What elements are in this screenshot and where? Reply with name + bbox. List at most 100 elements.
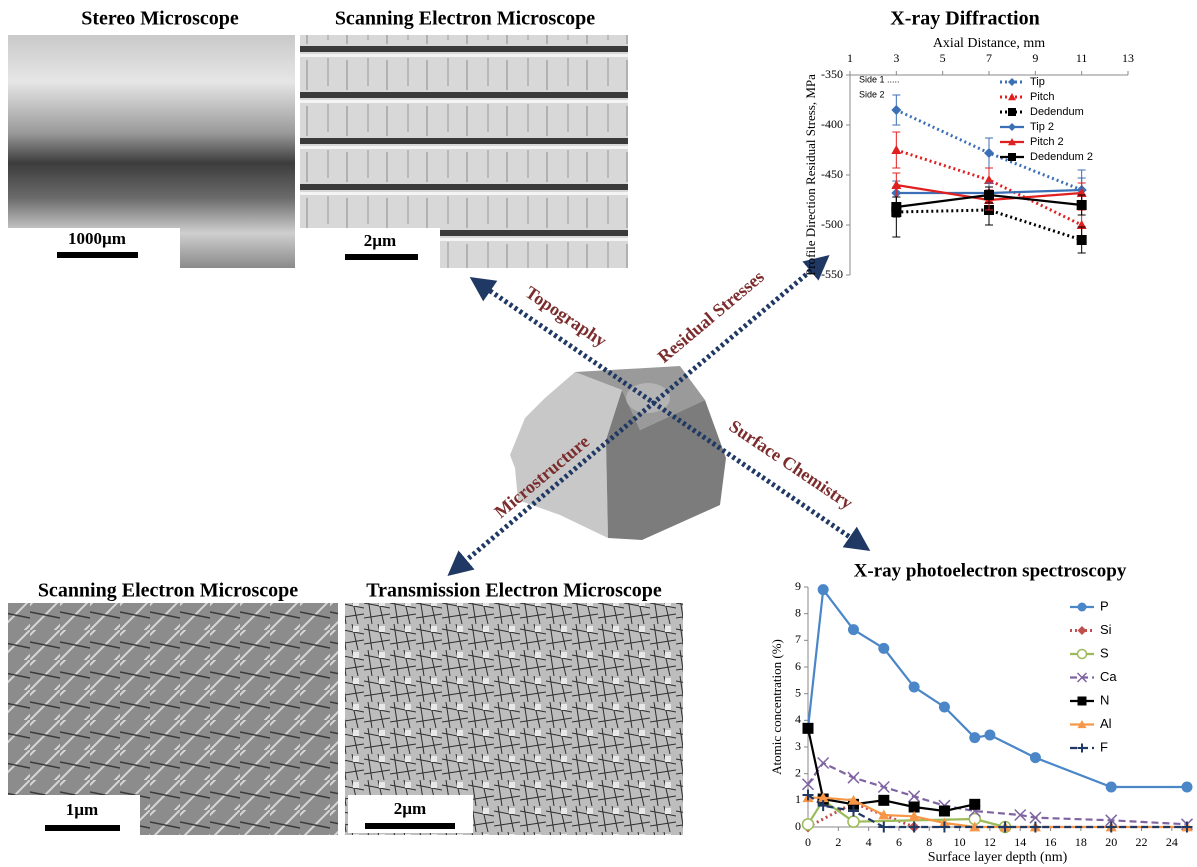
marker [878, 782, 889, 793]
y-tick-label: 4 [795, 712, 801, 726]
panel-title: Stereo Microscope [81, 8, 239, 30]
scale-label: 1µm [66, 800, 98, 819]
marker [1077, 235, 1087, 245]
marker [891, 105, 901, 115]
legend-label: Dedendum 2 [1030, 151, 1093, 163]
marker [878, 822, 889, 833]
marker [891, 202, 901, 212]
series-line [808, 590, 1187, 787]
legend-label: Tip 2 [1030, 121, 1054, 133]
marker [878, 795, 889, 806]
marker [803, 723, 814, 734]
legend-label: Pitch 2 [1030, 136, 1064, 148]
marker [818, 584, 829, 595]
marker [1030, 752, 1041, 763]
marker [1078, 744, 1087, 753]
marker [891, 145, 901, 154]
x-tick-label: 12 [984, 835, 996, 849]
legend-label: Dedendum [1030, 106, 1084, 118]
marker [1008, 78, 1016, 86]
y-tick-label: 8 [795, 605, 801, 619]
legend-label: F [1100, 739, 1108, 754]
x-tick-label: 6 [896, 835, 902, 849]
y-tick-label: -350 [821, 67, 843, 81]
marker [969, 732, 980, 743]
x-tick-label: 4 [866, 835, 872, 849]
marker [1078, 697, 1087, 706]
marker [1077, 200, 1087, 210]
x-tick-label: 22 [1136, 835, 1148, 849]
x-tick-label: 0 [805, 835, 811, 849]
panel-title: Scanning Electron Microscope [335, 8, 595, 30]
marker [909, 682, 920, 693]
scale-bar [365, 823, 455, 829]
panel-title: Scanning Electron Microscope [38, 580, 298, 602]
series-line [808, 763, 1187, 824]
marker [1182, 782, 1193, 793]
y-axis-label: Atomic concentration (%) [769, 639, 784, 775]
marker [1078, 603, 1087, 612]
x-tick-label: 20 [1105, 835, 1117, 849]
y-tick-label: 7 [795, 632, 801, 646]
x-tick-label: 10 [954, 835, 966, 849]
y-tick-label: -500 [821, 217, 843, 231]
x-tick-label: 11 [1076, 51, 1088, 65]
x-tick-label: 3 [893, 51, 899, 65]
y-tick-label: -400 [821, 117, 843, 131]
x-tick-label: 9 [1032, 51, 1038, 65]
x-tick-label: 24 [1166, 835, 1178, 849]
marker [909, 822, 920, 833]
marker [1008, 153, 1016, 161]
marker [939, 806, 950, 817]
x-tick-label: 18 [1075, 835, 1087, 849]
marker [818, 758, 829, 769]
marker [939, 702, 950, 713]
x-tick-label: 1 [847, 51, 853, 65]
scale-bar [45, 825, 120, 831]
scale-label: 1000µm [68, 229, 126, 248]
panel-title: Transmission Electron Microscope [366, 580, 662, 602]
annotation: Side 2 [859, 89, 885, 99]
scale-bar [345, 254, 418, 260]
legend-label: S [1100, 645, 1109, 660]
y-tick-label: 9 [795, 579, 801, 593]
y-tick-label: -450 [821, 167, 843, 181]
marker [1008, 93, 1016, 100]
x-tick-label: 16 [1045, 835, 1057, 849]
legend-label: Tip [1030, 76, 1045, 88]
chart-title: X-ray Diffraction [890, 8, 1039, 30]
marker [969, 799, 980, 810]
scale-label: 2µm [364, 231, 396, 250]
chart-title: X-ray photoelectron spectroscopy [854, 560, 1127, 581]
marker [984, 190, 994, 200]
x-axis-label: Surface layer depth (nm) [928, 850, 1068, 865]
y-tick-label: 3 [795, 739, 801, 753]
y-tick-label: 2 [795, 765, 801, 779]
x-tick-label: 8 [926, 835, 932, 849]
x-tick-label: 13 [1122, 51, 1134, 65]
legend-label: Ca [1100, 669, 1117, 684]
y-tick-label: 5 [795, 685, 801, 699]
marker [1106, 782, 1117, 793]
x-tick-label: 7 [986, 51, 992, 65]
legend-label: N [1100, 692, 1109, 707]
legend-label: Al [1100, 716, 1112, 731]
scale-label: 2µm [394, 799, 426, 818]
legend-label: P [1100, 598, 1109, 613]
scale-bar [57, 252, 138, 258]
x-tick-label: 5 [940, 51, 946, 65]
marker [848, 816, 859, 827]
marker [909, 791, 920, 802]
marker [1008, 108, 1016, 116]
legend-label: Pitch [1030, 91, 1054, 103]
y-axis-label: Profile Direction Residual Stress, MPa [803, 74, 818, 276]
marker [1078, 650, 1087, 659]
y-tick-label: 6 [795, 659, 801, 673]
gear-tooth [510, 366, 726, 540]
marker [878, 643, 889, 654]
x-tick-label: 14 [1014, 835, 1026, 849]
y-tick-label: -550 [821, 267, 843, 281]
x-axis-label: Axial Distance, mm [933, 36, 1045, 51]
y-tick-label: 1 [795, 792, 801, 806]
marker [1008, 123, 1016, 131]
